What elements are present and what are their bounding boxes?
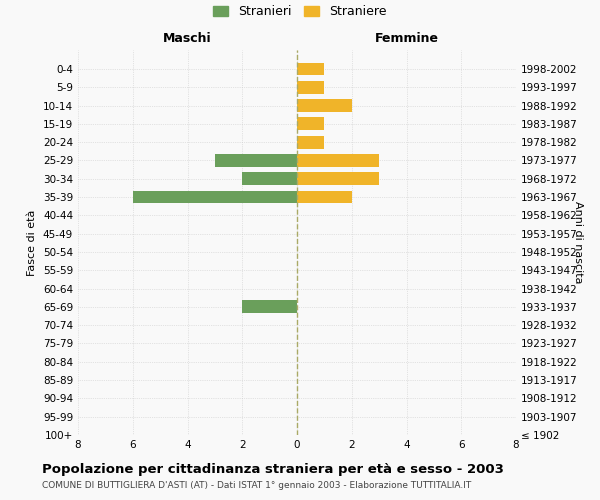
Bar (297, 136, 325, 148)
Y-axis label: Anni di nascita: Anni di nascita (573, 201, 583, 284)
Bar (297, 172, 379, 185)
Bar (297, 99, 352, 112)
Y-axis label: Fasce di età: Fasce di età (28, 210, 37, 276)
Bar (297, 62, 325, 76)
Bar (297, 81, 325, 94)
Text: Popolazione per cittadinanza straniera per età e sesso - 2003: Popolazione per cittadinanza straniera p… (42, 462, 504, 475)
Bar (297, 118, 325, 130)
Bar (242, 300, 297, 314)
Bar (297, 190, 352, 203)
Bar (215, 154, 297, 167)
Legend: Stranieri, Straniere: Stranieri, Straniere (209, 1, 391, 21)
Bar (242, 172, 297, 185)
Bar (133, 190, 297, 203)
Bar (297, 154, 379, 167)
Text: COMUNE DI BUTTIGLIERA D'ASTI (AT) - Dati ISTAT 1° gennaio 2003 - Elaborazione TU: COMUNE DI BUTTIGLIERA D'ASTI (AT) - Dati… (42, 480, 471, 490)
